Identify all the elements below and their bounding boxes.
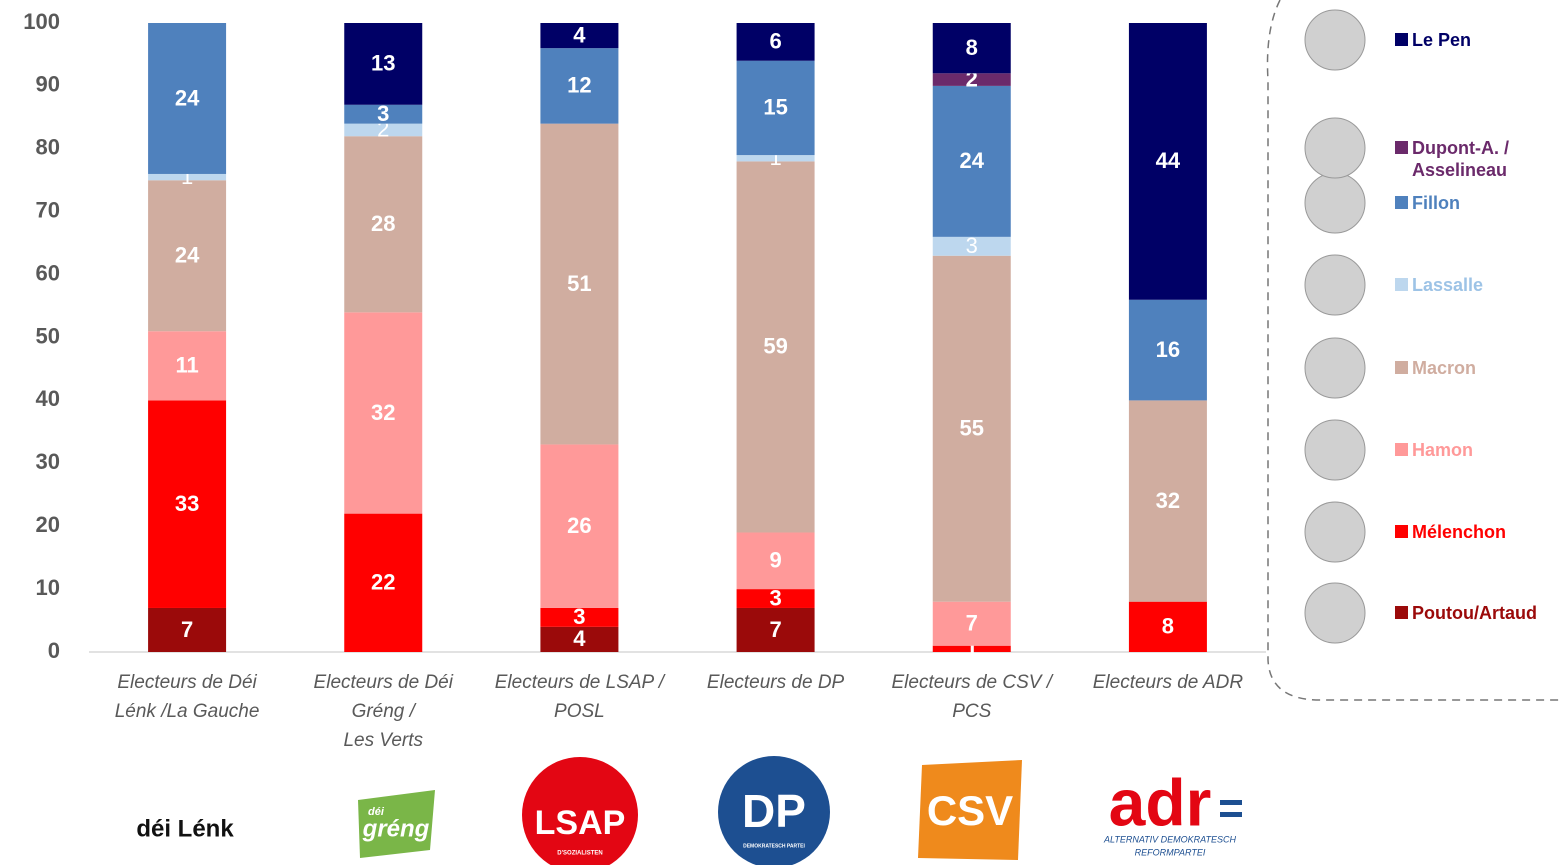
x-tick-label: Electeurs de CSV / PCS <box>877 668 1067 726</box>
logo-adr-bar <box>1220 812 1242 817</box>
legend-swatch <box>1395 606 1408 619</box>
chart: déi Lénk déi gréng LSAP D'SOZIALISTEN DP… <box>0 0 1564 865</box>
data-label: 59 <box>763 334 787 359</box>
y-tick-label: 70 <box>36 198 60 223</box>
x-tick-label: Electeurs de DP <box>681 668 871 697</box>
y-tick-label: 20 <box>36 512 60 537</box>
legend-portrait <box>1305 338 1365 398</box>
y-tick-label: 10 <box>36 575 60 600</box>
data-label: 51 <box>567 271 591 296</box>
data-label: 7 <box>966 611 978 636</box>
legend-label: Fillon <box>1412 192 1460 214</box>
data-label: 15 <box>763 95 787 120</box>
logo-csv: CSV <box>927 787 1013 834</box>
legend-portrait <box>1305 420 1365 480</box>
logo-adr-sub: REFORMPARTEI <box>1135 847 1206 857</box>
legend-label: Macron <box>1412 357 1476 379</box>
legend-portrait <box>1305 583 1365 643</box>
legend-portrait <box>1305 173 1365 233</box>
data-label: 8 <box>1162 614 1174 639</box>
legend-portrait <box>1305 10 1365 70</box>
data-label: 24 <box>175 243 200 268</box>
legend-swatch <box>1395 141 1408 154</box>
y-tick-label: 60 <box>36 260 60 285</box>
logo-lsap: LSAP <box>535 804 626 842</box>
logo-adr: adr <box>1109 765 1212 839</box>
data-label: 24 <box>960 148 985 173</box>
data-label: 11 <box>175 353 198 378</box>
data-label: 24 <box>175 85 200 110</box>
data-label: 26 <box>567 513 591 538</box>
logo-adr-sub: ALTERNATIV DEMOKRATESCH <box>1103 834 1237 844</box>
data-label: 8 <box>966 35 978 60</box>
x-tick-label: Electeurs de Déi Gréng / Les Verts <box>288 668 478 755</box>
data-label: 28 <box>371 211 395 236</box>
y-tick-label: 100 <box>23 9 60 34</box>
data-label: 4 <box>573 626 586 651</box>
data-label: 33 <box>175 491 199 516</box>
logo-dp-sub: DEMOKRATESCH PARTEI <box>743 843 805 849</box>
x-tick-label: Electeurs de ADR <box>1073 668 1263 697</box>
data-label: 32 <box>371 400 395 425</box>
y-tick-label: 40 <box>36 386 60 411</box>
logo-dp: DP <box>742 785 806 837</box>
data-label: 13 <box>371 51 395 76</box>
logo-adr-bar <box>1220 800 1242 805</box>
legend-label: Poutou/Artaud <box>1412 602 1537 624</box>
x-tick-label: Electeurs de Déi Lénk /La Gauche <box>92 668 282 726</box>
legend-swatch <box>1395 361 1408 374</box>
data-label: 9 <box>769 548 781 573</box>
y-tick-label: 90 <box>36 72 60 97</box>
logos: déi Lénk déi gréng LSAP D'SOZIALISTEN DP… <box>136 756 1242 865</box>
legend-portrait <box>1305 118 1365 178</box>
data-label: 22 <box>371 570 395 595</box>
legend-label: Le Pen <box>1412 29 1471 51</box>
legend-label: Mélenchon <box>1412 521 1506 543</box>
logo-lenk: déi Lénk <box>136 815 234 842</box>
page: déi Lénk déi gréng LSAP D'SOZIALISTEN DP… <box>0 0 1564 865</box>
legend-label: Hamon <box>1412 439 1473 461</box>
data-label: 7 <box>769 617 781 642</box>
data-label: 44 <box>1156 148 1181 173</box>
data-label: 12 <box>567 73 591 98</box>
data-label: 4 <box>573 22 586 47</box>
legend-portrait <box>1305 502 1365 562</box>
y-tick-label: 30 <box>36 449 60 474</box>
legend-swatch <box>1395 525 1408 538</box>
data-label: 7 <box>181 617 193 642</box>
legend-label: Dupont-A. / Asselineau <box>1412 137 1509 181</box>
data-label: 55 <box>960 416 984 441</box>
legend-label: Lassalle <box>1412 274 1483 296</box>
legend-swatch <box>1395 278 1408 291</box>
logo-greng: gréng <box>362 815 430 842</box>
y-tick-label: 80 <box>36 135 60 160</box>
data-label: 6 <box>769 29 781 54</box>
data-label: 32 <box>1156 488 1180 513</box>
legend-swatch <box>1395 196 1408 209</box>
legend-swatch <box>1395 33 1408 46</box>
legend-swatch <box>1395 443 1408 456</box>
y-tick-label: 50 <box>36 323 60 348</box>
x-tick-label: Electeurs de LSAP / POSL <box>484 668 674 726</box>
logo-lsap-sub: D'SOZIALISTEN <box>557 851 602 857</box>
y-tick-label: 0 <box>48 638 60 663</box>
data-label: 16 <box>1156 337 1180 362</box>
legend-portrait <box>1305 255 1365 315</box>
